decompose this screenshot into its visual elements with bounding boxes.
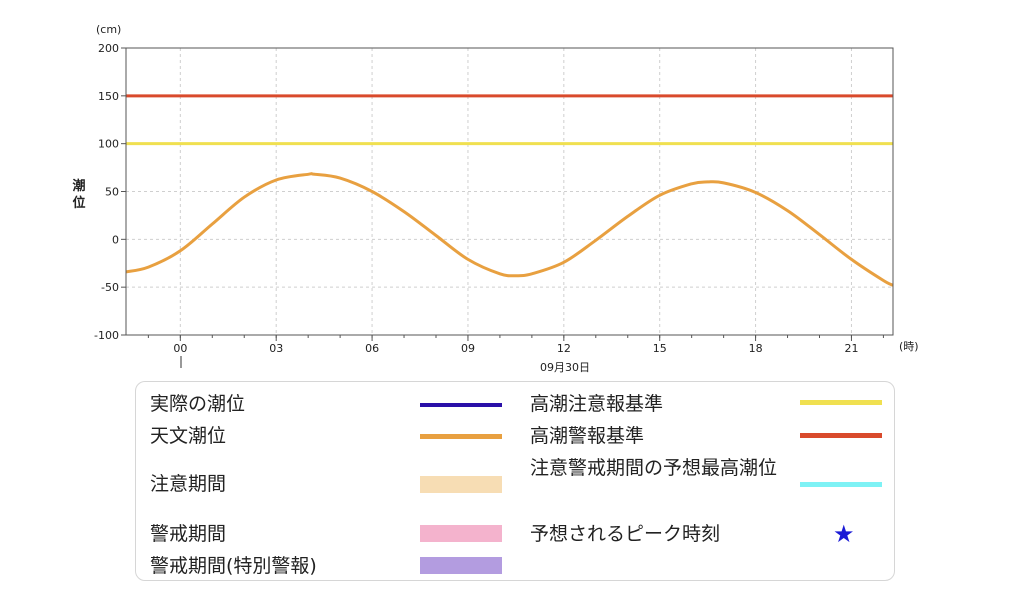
- legend-label-predicted-peak-time: 予想されるピーク時刻: [530, 523, 721, 545]
- x-tick-label: 03: [269, 342, 283, 355]
- date-label: 09月30日: [540, 361, 590, 374]
- legend-swatch-storm-surge-advisory: [800, 400, 882, 405]
- legend-label-actual-tide: 実際の潮位: [150, 393, 246, 415]
- legend-swatch-astronomical-tide: [420, 434, 502, 439]
- legend-swatch-predicted-max-tide: [800, 482, 882, 487]
- legend-label-warning-period: 警戒期間: [150, 523, 227, 545]
- x-tick-label: 15: [653, 342, 667, 355]
- legend-label-storm-surge-warning: 高潮警報基準: [530, 425, 645, 447]
- y-axis-title: 潮位: [72, 178, 85, 211]
- x-tick-label: 21: [844, 342, 858, 355]
- legend-label-astronomical-tide: 天文潮位: [150, 425, 227, 447]
- reference-lines: [126, 94, 893, 146]
- legend-swatch-special-warning-period: [420, 557, 502, 574]
- star-icon: ★: [833, 520, 855, 548]
- y-tick-label: 0: [112, 233, 119, 246]
- x-tick-label: 09: [461, 342, 475, 355]
- y-tick-label: 200: [98, 42, 119, 55]
- y-tick-label: 150: [98, 90, 119, 103]
- y-unit-label: (cm): [96, 23, 121, 36]
- x-unit-label: (時): [899, 340, 919, 353]
- legend-swatch-actual-tide: [420, 403, 502, 407]
- y-tick-label: -50: [101, 281, 119, 294]
- legend-swatch-storm-surge-warning: [800, 433, 882, 438]
- series-line-astronomical-tide: [125, 172, 894, 287]
- legend-label-caution-period: 注意期間: [150, 473, 227, 495]
- x-axis-ticks: 00 03 06 09 12 15 18 21: [147, 335, 884, 355]
- x-tick-label: 18: [749, 342, 763, 355]
- chart-grid: [126, 47, 893, 336]
- legend-label-storm-surge-advisory: 高潮注意報基準: [530, 393, 664, 415]
- x-tick-label: 12: [557, 342, 571, 355]
- y-axis-ticks: 200 150 100 50 0 -50 -100: [94, 42, 126, 342]
- legend-swatch-caution-period: [420, 476, 502, 493]
- legend-swatch-warning-period: [420, 525, 502, 542]
- legend: 実際の潮位 天文潮位 注意期間 警戒期間 警戒期間(特別警報) 高潮注意報基準 …: [135, 381, 895, 581]
- x-tick-label: 06: [365, 342, 379, 355]
- y-tick-label: 50: [105, 186, 119, 199]
- legend-label-special-warning-period: 警戒期間(特別警報): [150, 555, 317, 577]
- y-tick-label: -100: [94, 329, 119, 342]
- y-tick-label: 100: [98, 138, 119, 151]
- x-tick-label: 00: [173, 342, 187, 355]
- tide-chart: 200 150 100 50 0 -50 -100 00 03 06 09 12 15 18 21 (cm…: [72, 23, 919, 374]
- legend-label-predicted-max-tide: 注意警戒期間の予想最高潮位: [530, 457, 778, 479]
